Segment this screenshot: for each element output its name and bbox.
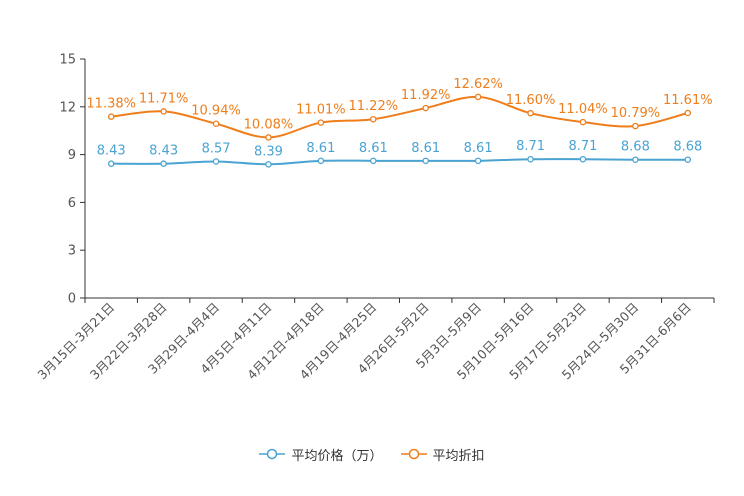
series-point-1 [422, 104, 429, 112]
series-point-0 [632, 156, 639, 163]
y-tick-label: 0 [68, 292, 76, 307]
series-point-1 [212, 120, 220, 127]
y-tick-label: 6 [68, 196, 76, 211]
legend-discount-marker-icon [400, 448, 427, 460]
data-label-1: 11.60% [506, 93, 556, 108]
data-label-0: 8.61 [411, 141, 440, 156]
y-tick-label: 3 [68, 244, 76, 259]
series-point-1 [107, 113, 115, 120]
series-point-1 [684, 109, 692, 117]
y-tick-label: 12 [59, 100, 76, 115]
data-label-1: 11.01% [296, 103, 346, 118]
series-point-0 [107, 160, 115, 167]
legend-price-marker-icon [259, 448, 286, 460]
data-label-1: 11.04% [558, 102, 608, 117]
series-point-0 [579, 155, 587, 163]
data-label-0: 8.68 [621, 140, 650, 155]
legend: 平均价格（万） 平均折扣 [0, 444, 744, 464]
data-label-0: 8.43 [97, 144, 126, 159]
series-point-0 [212, 158, 220, 165]
data-label-1: 11.61% [663, 93, 713, 108]
series-point-0 [684, 156, 692, 163]
data-label-0: 8.61 [464, 141, 493, 156]
series-line-0 [111, 158, 688, 166]
data-label-0: 8.71 [516, 139, 545, 154]
series-point-1 [160, 108, 167, 115]
data-label-1: 11.38% [86, 97, 136, 112]
series-point-0 [422, 157, 429, 165]
legend-price-label: 平均价格（万） [291, 448, 383, 464]
series-point-0 [265, 161, 272, 168]
data-label-0: 8.61 [306, 141, 335, 156]
data-labels: 8.43 8.43 8.57 8.39 8.61 8.61 8.61 8.61 8.71 8.71… [86, 77, 712, 159]
data-label-1: 12.62% [453, 77, 503, 92]
series-point-1 [474, 93, 482, 101]
series-point-0 [317, 157, 325, 165]
data-label-1: 11.22% [349, 99, 399, 114]
data-label-1: 11.92% [401, 88, 451, 103]
series-point-1 [370, 115, 377, 123]
data-label-0: 8.57 [202, 141, 231, 156]
data-label-1: 10.94% [191, 104, 241, 119]
y-tick-label: 15 [59, 53, 76, 68]
legend-item-discount[interactable]: 平均折扣 [400, 445, 485, 464]
data-label-0: 8.68 [673, 140, 702, 155]
series-point-1 [579, 118, 587, 126]
series-point-1 [265, 134, 272, 141]
legend-discount-label: 平均折扣 [432, 448, 485, 464]
data-label-0: 8.61 [359, 141, 388, 156]
series-point-0 [370, 157, 377, 165]
data-label-1: 10.08% [244, 117, 294, 132]
data-label-0: 8.43 [149, 144, 178, 159]
series-point-1 [527, 109, 534, 117]
y-tick-label: 9 [68, 148, 76, 163]
data-label-1: 10.79% [611, 106, 661, 121]
series-line-1 [111, 95, 689, 139]
data-label-0: 8.39 [254, 144, 283, 159]
series-point-1 [632, 122, 639, 130]
legend-item-price[interactable]: 平均价格（万） [259, 445, 383, 464]
series-group [107, 93, 692, 168]
series-point-0 [527, 155, 534, 163]
data-label-1: 11.71% [139, 91, 189, 106]
series-point-0 [160, 160, 167, 167]
series-point-0 [474, 157, 482, 165]
series-point-1 [317, 119, 325, 126]
data-label-0: 8.71 [568, 139, 597, 154]
